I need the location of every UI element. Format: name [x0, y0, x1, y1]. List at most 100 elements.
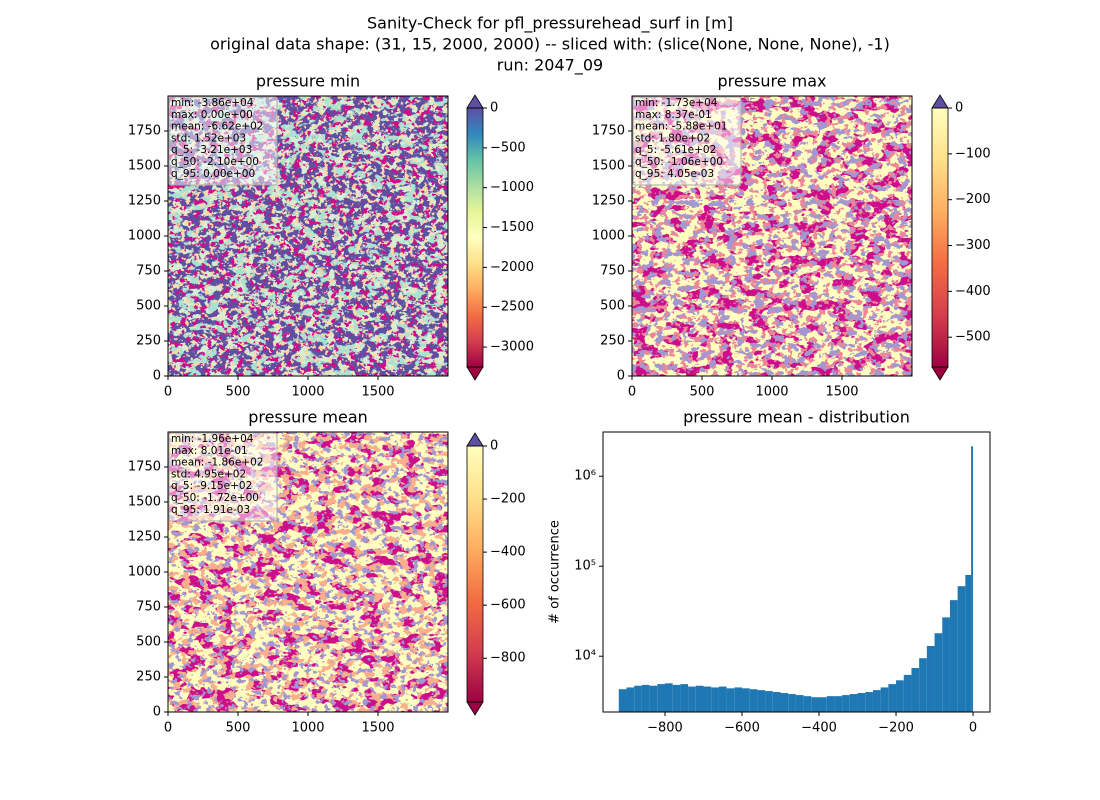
histogram-bar	[971, 446, 974, 712]
x-tick-label: 1000	[291, 721, 324, 736]
histogram-bar	[942, 617, 950, 712]
stats-text: q_95: 4.05e-03	[635, 168, 714, 180]
y-tick-label: 1250	[128, 194, 161, 209]
stats-text: max: 8.01e-01	[171, 445, 248, 457]
colorbar-frame	[931, 107, 949, 368]
colorbar-tick-label: −400	[490, 545, 526, 560]
colorbar-extend-bottom	[466, 701, 484, 716]
histogram-bar	[664, 683, 673, 712]
x-tick-label: 500	[226, 385, 251, 400]
stats-text: std: 4.95e+02	[171, 468, 246, 480]
histogram-bar	[626, 687, 635, 712]
histogram-bar	[649, 685, 658, 712]
y-tick-label: 1500	[592, 159, 625, 174]
x-tick-label: −800	[647, 721, 683, 736]
colorbar-tick-label: −2500	[490, 300, 534, 315]
x-tick-label: 1500	[825, 385, 858, 400]
colorbar-tick-label: −200	[955, 192, 991, 207]
colorbar-tick-label: −300	[955, 238, 991, 253]
stats-text: q_95: 0.00e+00	[171, 168, 255, 180]
histogram-bar	[865, 692, 873, 712]
histogram-bar	[911, 667, 920, 712]
histogram-bar	[772, 692, 781, 712]
histogram-bar	[695, 685, 704, 712]
y-tick-label: 1000	[128, 565, 161, 580]
y-tick-label: 1750	[592, 124, 625, 139]
axes-title: pressure mean	[248, 408, 368, 427]
histogram-bar	[672, 684, 681, 712]
histogram-bar	[757, 690, 766, 712]
histogram-bar	[819, 697, 827, 712]
stats-box	[632, 96, 742, 186]
histogram-bar	[919, 658, 927, 712]
histogram-bar	[903, 674, 912, 712]
axes-title: pressure mean - distribution	[683, 408, 910, 427]
axes-frame	[602, 431, 991, 713]
y-tick-label: 500	[600, 299, 625, 314]
y-tick-label: 10⁵	[574, 559, 596, 574]
colorbar-tick-label: −3000	[490, 340, 534, 355]
histogram-bar	[780, 693, 789, 712]
y-tick-label: 0	[617, 369, 625, 384]
figure-subtitle: original data shape: (31, 15, 2000, 2000…	[210, 35, 890, 54]
y-tick-label: 1750	[128, 460, 161, 475]
colorbar-extend-bottom	[931, 366, 949, 381]
stats-text: q_50: -2.10e+00	[171, 156, 259, 168]
histogram-bar	[842, 695, 850, 712]
stats-text: mean: -1.86e+02	[171, 457, 263, 469]
histogram-bar	[857, 693, 866, 712]
y-tick-label: 500	[136, 299, 161, 314]
colorbar-tick-label: −400	[955, 284, 991, 299]
stats-text: q_5: -3.21e+03	[171, 144, 252, 156]
x-tick-label: 0	[164, 721, 172, 736]
axes-title: pressure min	[256, 72, 360, 91]
y-axis-label: # of occurrence	[548, 520, 563, 624]
colorbar	[932, 108, 948, 367]
stats-text: min: -3.86e+04	[171, 97, 254, 109]
histogram-bar	[880, 687, 889, 712]
x-tick-label: 1000	[755, 385, 788, 400]
x-tick-label: 0	[164, 385, 172, 400]
histogram-bar	[926, 645, 935, 712]
stats-text: std: 1.52e+03	[171, 132, 246, 144]
colorbar-tick-label: −100	[955, 146, 991, 161]
y-tick-label: 250	[600, 334, 625, 349]
colorbar-tick-label: 0	[955, 101, 963, 116]
histogram-bar	[965, 574, 972, 712]
stats-text: q_5: -9.15e+02	[171, 480, 252, 492]
stats-text: q_50: -1.06e+00	[635, 156, 723, 168]
histogram-bar	[734, 687, 743, 712]
stats-text: max: 0.00e+00	[171, 109, 253, 121]
colorbar-frame	[466, 445, 484, 703]
histogram-bar	[811, 697, 820, 712]
histogram-bar	[618, 689, 627, 712]
stats-text: q_5: -5.61e+02	[635, 144, 716, 156]
stats-text: q_50: -1.72e+00	[171, 492, 259, 504]
colorbar-tick-label: −600	[490, 598, 526, 613]
histogram-bar	[641, 684, 650, 712]
y-tick-label: 250	[136, 334, 161, 349]
histogram-bar	[718, 686, 727, 712]
x-tick-label: −600	[724, 721, 760, 736]
y-tick-label: 250	[136, 670, 161, 685]
colorbar-tick-label: −200	[490, 492, 526, 507]
stats-box	[168, 432, 278, 522]
colorbar	[467, 108, 483, 367]
y-tick-label: 0	[153, 705, 161, 720]
x-tick-label: 0	[628, 385, 636, 400]
histogram-bar	[688, 686, 696, 712]
histogram-bar	[788, 694, 796, 712]
y-tick-label: 500	[136, 635, 161, 650]
colorbar	[467, 446, 483, 702]
x-tick-label: 500	[226, 721, 251, 736]
y-tick-label: 1500	[128, 159, 161, 174]
x-tick-label: −200	[878, 721, 914, 736]
y-tick-label: 1250	[592, 194, 625, 209]
x-tick-label: 1500	[361, 721, 394, 736]
y-tick-label: 1750	[128, 124, 161, 139]
figure-subtitle: run: 2047_09	[497, 56, 603, 76]
colorbar-extend-top	[466, 432, 484, 447]
stats-text: min: -1.73e+04	[635, 97, 718, 109]
y-tick-label: 1500	[128, 495, 161, 510]
